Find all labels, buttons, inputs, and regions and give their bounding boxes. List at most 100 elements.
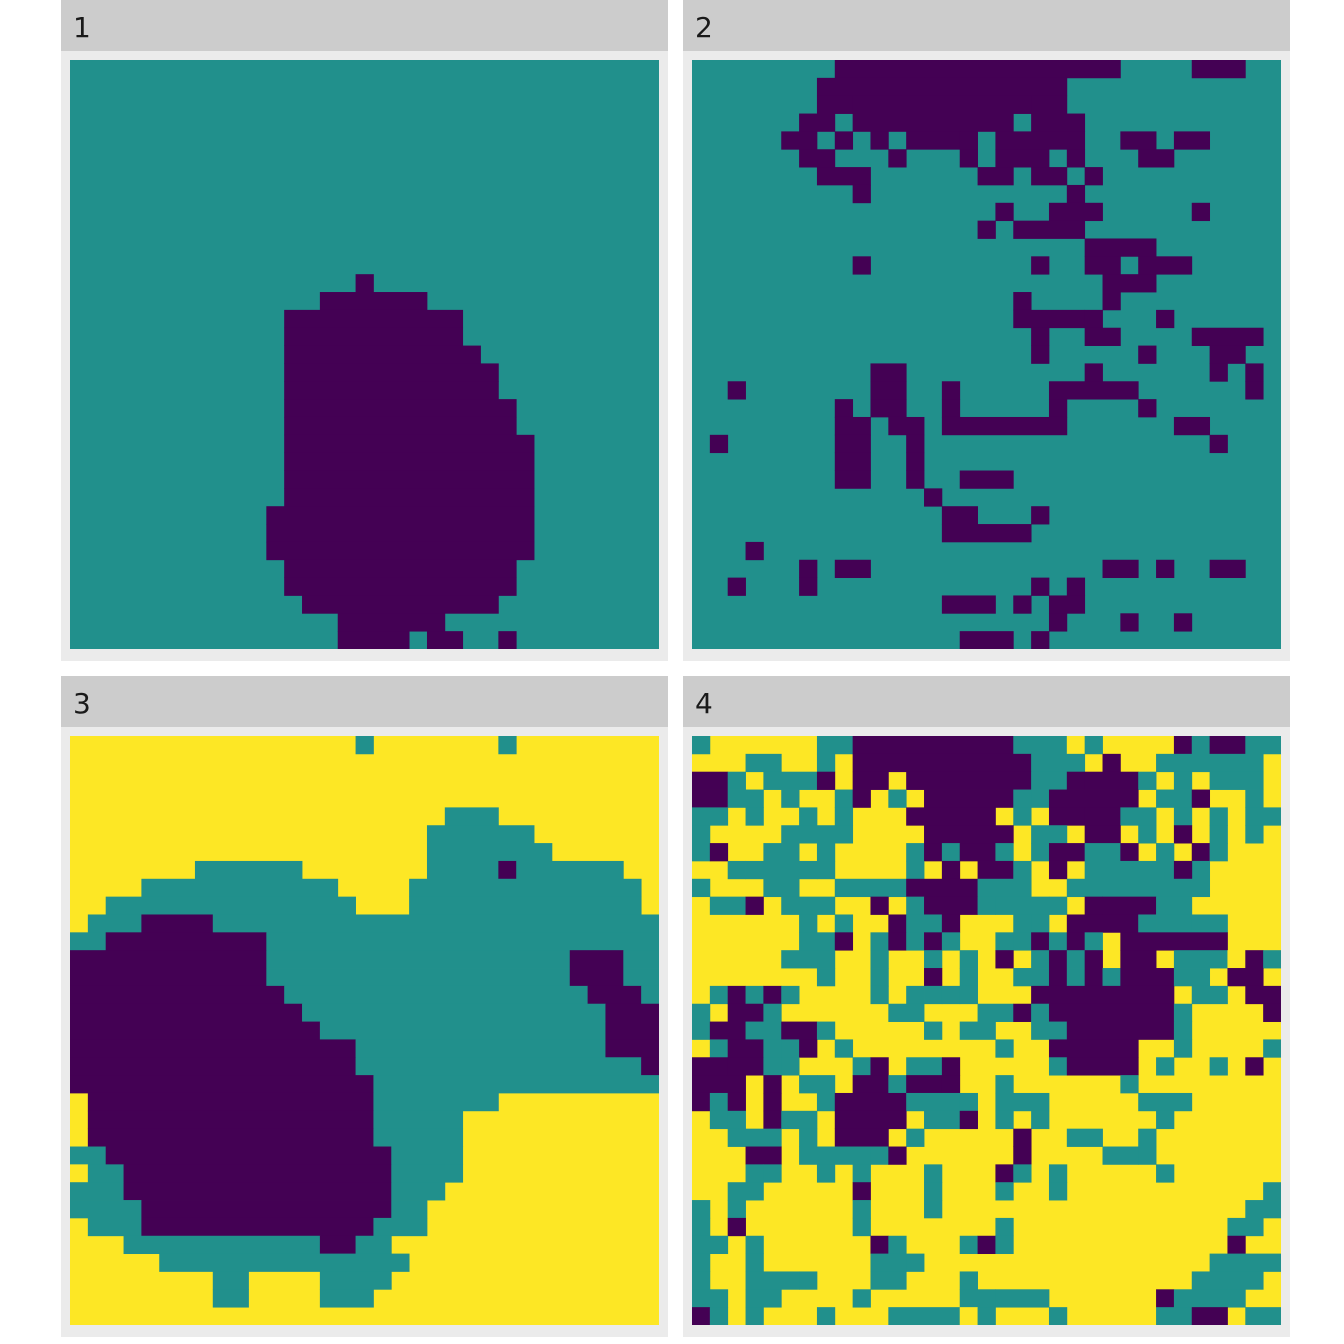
heatmap-cell-run <box>105 896 356 915</box>
heatmap-cell-run <box>284 488 535 507</box>
heatmap-cell-run <box>834 1110 907 1130</box>
heatmap-cell-run <box>1227 950 1246 969</box>
heatmap-cell-run <box>87 1092 374 1112</box>
heatmap-cell-run <box>995 1164 1014 1183</box>
heatmap-cell-run <box>284 416 517 436</box>
heatmap-cell-run <box>1084 896 1103 915</box>
heatmap-cell-run <box>1031 753 1086 773</box>
heatmap-cell-run <box>816 1075 836 1094</box>
heatmap-cell-run <box>1048 860 1068 880</box>
heatmap-cell-run <box>870 932 889 951</box>
heatmap-cell-run <box>1084 807 1121 826</box>
heatmap-cell-run <box>1066 736 1086 755</box>
heatmap-cell-run <box>426 843 553 862</box>
heatmap-cell-run <box>816 167 871 186</box>
heatmap-cell-run <box>888 789 907 808</box>
heatmap-cell-run <box>1048 399 1068 418</box>
heatmap-cell-run <box>1084 771 1139 790</box>
heatmap-cell-run <box>70 1003 303 1022</box>
heatmap-cell-run <box>924 1164 943 1183</box>
heatmap-cell-run <box>1031 985 1175 1005</box>
heatmap-cell-run <box>516 860 624 880</box>
heatmap-cell-run <box>906 1057 943 1076</box>
heatmap-cell-run <box>1013 292 1032 311</box>
heatmap-cell-run <box>105 932 267 951</box>
heatmap-cell-run <box>870 1146 889 1165</box>
heatmap-cell-run <box>1013 807 1032 826</box>
heatmap-cell-run <box>959 1307 978 1325</box>
heatmap-cell-run <box>941 860 961 880</box>
heatmap-cell-run <box>1173 950 1228 969</box>
heatmap-cell-run <box>1156 789 1193 808</box>
heatmap-cell-run <box>834 1039 854 1058</box>
facet-strip-1: 1 <box>61 0 668 51</box>
heatmap-cell-run <box>888 932 907 951</box>
heatmap-cell-run <box>159 1253 410 1272</box>
heatmap-cell-run <box>1066 950 1086 969</box>
heatmap-cell-run <box>355 1039 606 1058</box>
heatmap-cell-run <box>834 878 925 898</box>
heatmap-cell-run <box>816 843 836 862</box>
heatmap-cell-run <box>266 950 571 969</box>
heatmap-cell-run <box>906 1092 961 1112</box>
heatmap-cell-run <box>870 363 907 382</box>
heatmap-cell-run <box>745 896 764 915</box>
heatmap-cell-run <box>337 631 410 649</box>
heatmap-cell-run <box>1048 1003 1175 1022</box>
heatmap-cell-run <box>870 399 907 418</box>
heatmap-cell-run <box>1156 1110 1175 1130</box>
heatmap-cell-run <box>1173 1003 1193 1022</box>
heatmap-cell-run <box>924 950 943 969</box>
heatmap-cell-run <box>1120 950 1157 969</box>
heatmap-cell-run <box>1245 789 1264 808</box>
heatmap-cell-run <box>816 736 854 755</box>
heatmap-cell-run <box>1066 771 1086 790</box>
heatmap-cell-run <box>745 860 818 880</box>
heatmap-cell-run <box>888 149 907 168</box>
heatmap-cell-run <box>1173 771 1193 790</box>
heatmap-cell-run <box>959 149 978 168</box>
heatmap-cell-run <box>1138 1092 1157 1112</box>
heatmap-cell-run <box>355 1057 642 1076</box>
heatmap-cell-run <box>284 345 481 364</box>
heatmap-cell-run <box>906 807 925 826</box>
heatmap-cell-run <box>692 1271 711 1290</box>
heatmap-cell-run <box>870 1253 907 1272</box>
heatmap-cell-run <box>906 131 961 150</box>
heatmap-cell-run <box>1138 825 1157 844</box>
heatmap-cell-run <box>977 878 1032 898</box>
heatmap-cell-run <box>391 1164 464 1183</box>
heatmap-cell-run <box>834 131 854 150</box>
heatmap-cell-run <box>1013 789 1032 808</box>
heatmap-cell-run <box>1031 167 1068 186</box>
heatmap-cell-run <box>87 1128 374 1147</box>
heatmap-cell-run <box>799 559 818 579</box>
heatmap-cell-run <box>709 1039 729 1058</box>
heatmap-svg-1 <box>70 60 659 649</box>
heatmap-cell-run <box>834 399 854 418</box>
heatmap-cell-run <box>1048 932 1068 951</box>
heatmap-cell-run <box>834 559 871 579</box>
heatmap-cell-run <box>1102 896 1157 915</box>
heatmap-cell-run <box>1031 631 1050 649</box>
heatmap-cell-run <box>977 1307 996 1325</box>
heatmap-cell-run <box>745 985 764 1005</box>
heatmap-cell-run <box>1048 789 1139 808</box>
heatmap-cell-run <box>995 1092 1050 1112</box>
heatmap-cell-run <box>212 914 659 933</box>
heatmap-cell-run <box>1031 1110 1050 1130</box>
heatmap-cell-run <box>319 1021 606 1040</box>
heatmap-cell-run <box>1191 789 1211 808</box>
heatmap-cell-run <box>816 1307 836 1325</box>
heatmap-cell-run <box>1191 1307 1228 1325</box>
heatmap-cell-run <box>941 1057 961 1076</box>
heatmap-cell-run <box>781 1021 818 1040</box>
heatmap-cell-run <box>587 985 642 1005</box>
heatmap-cell-run <box>141 878 339 898</box>
heatmap-cell-run <box>1245 1307 1281 1325</box>
heatmap-cell-run <box>745 1021 782 1040</box>
heatmap-cell-run <box>763 1110 782 1130</box>
heatmap-cell-run <box>1048 1057 1068 1076</box>
heatmap-cell-run <box>1031 506 1050 525</box>
heatmap-cell-run <box>959 968 978 987</box>
